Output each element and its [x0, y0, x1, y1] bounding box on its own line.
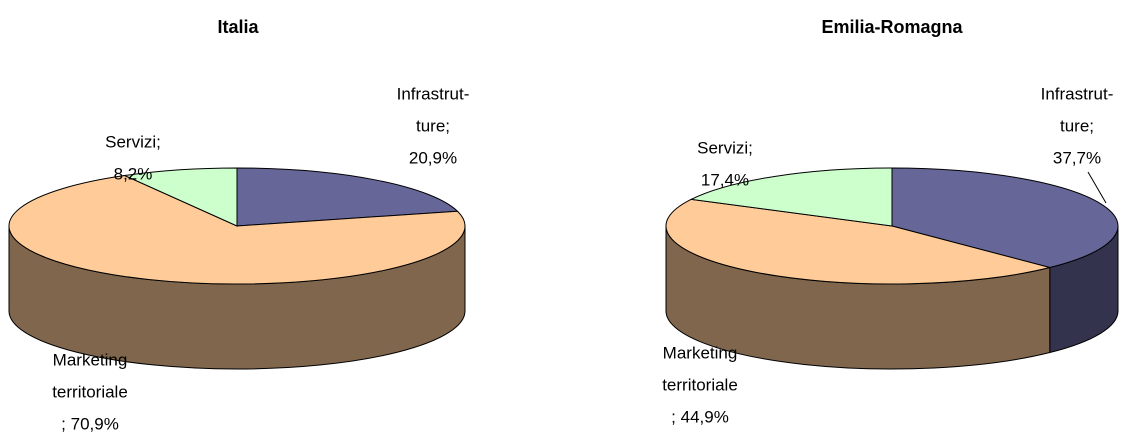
pie-slice	[689, 167, 893, 227]
data-label: Infrastrut-	[1041, 84, 1114, 103]
data-label: 20,9%	[409, 148, 457, 167]
data-label: territoriale	[52, 382, 128, 401]
data-label: Infrastrut-	[397, 84, 470, 103]
chart-title: Emilia-Romagna	[821, 17, 963, 37]
pie-slice	[122, 167, 238, 227]
data-label: ; 70,9%	[61, 414, 119, 433]
data-label: 8,2%	[114, 164, 153, 183]
data-label: territoriale	[662, 375, 738, 394]
data-label: ture;	[416, 116, 450, 135]
data-label: Marketing	[663, 343, 738, 362]
pie-slice	[665, 198, 1050, 285]
leader-line	[1087, 171, 1107, 204]
data-label: 37,7%	[1053, 148, 1101, 167]
pie-slice	[236, 167, 459, 227]
data-label: ture;	[1060, 116, 1094, 135]
data-label: ; 44,9%	[671, 407, 729, 426]
chart-title: Italia	[217, 17, 259, 37]
pie-slice	[8, 175, 466, 285]
data-label: 17,4%	[701, 170, 749, 189]
data-label: Servizi;	[697, 138, 753, 157]
data-label: Marketing	[53, 350, 128, 369]
pie-slice	[891, 167, 1119, 269]
data-label: Servizi;	[105, 132, 161, 151]
